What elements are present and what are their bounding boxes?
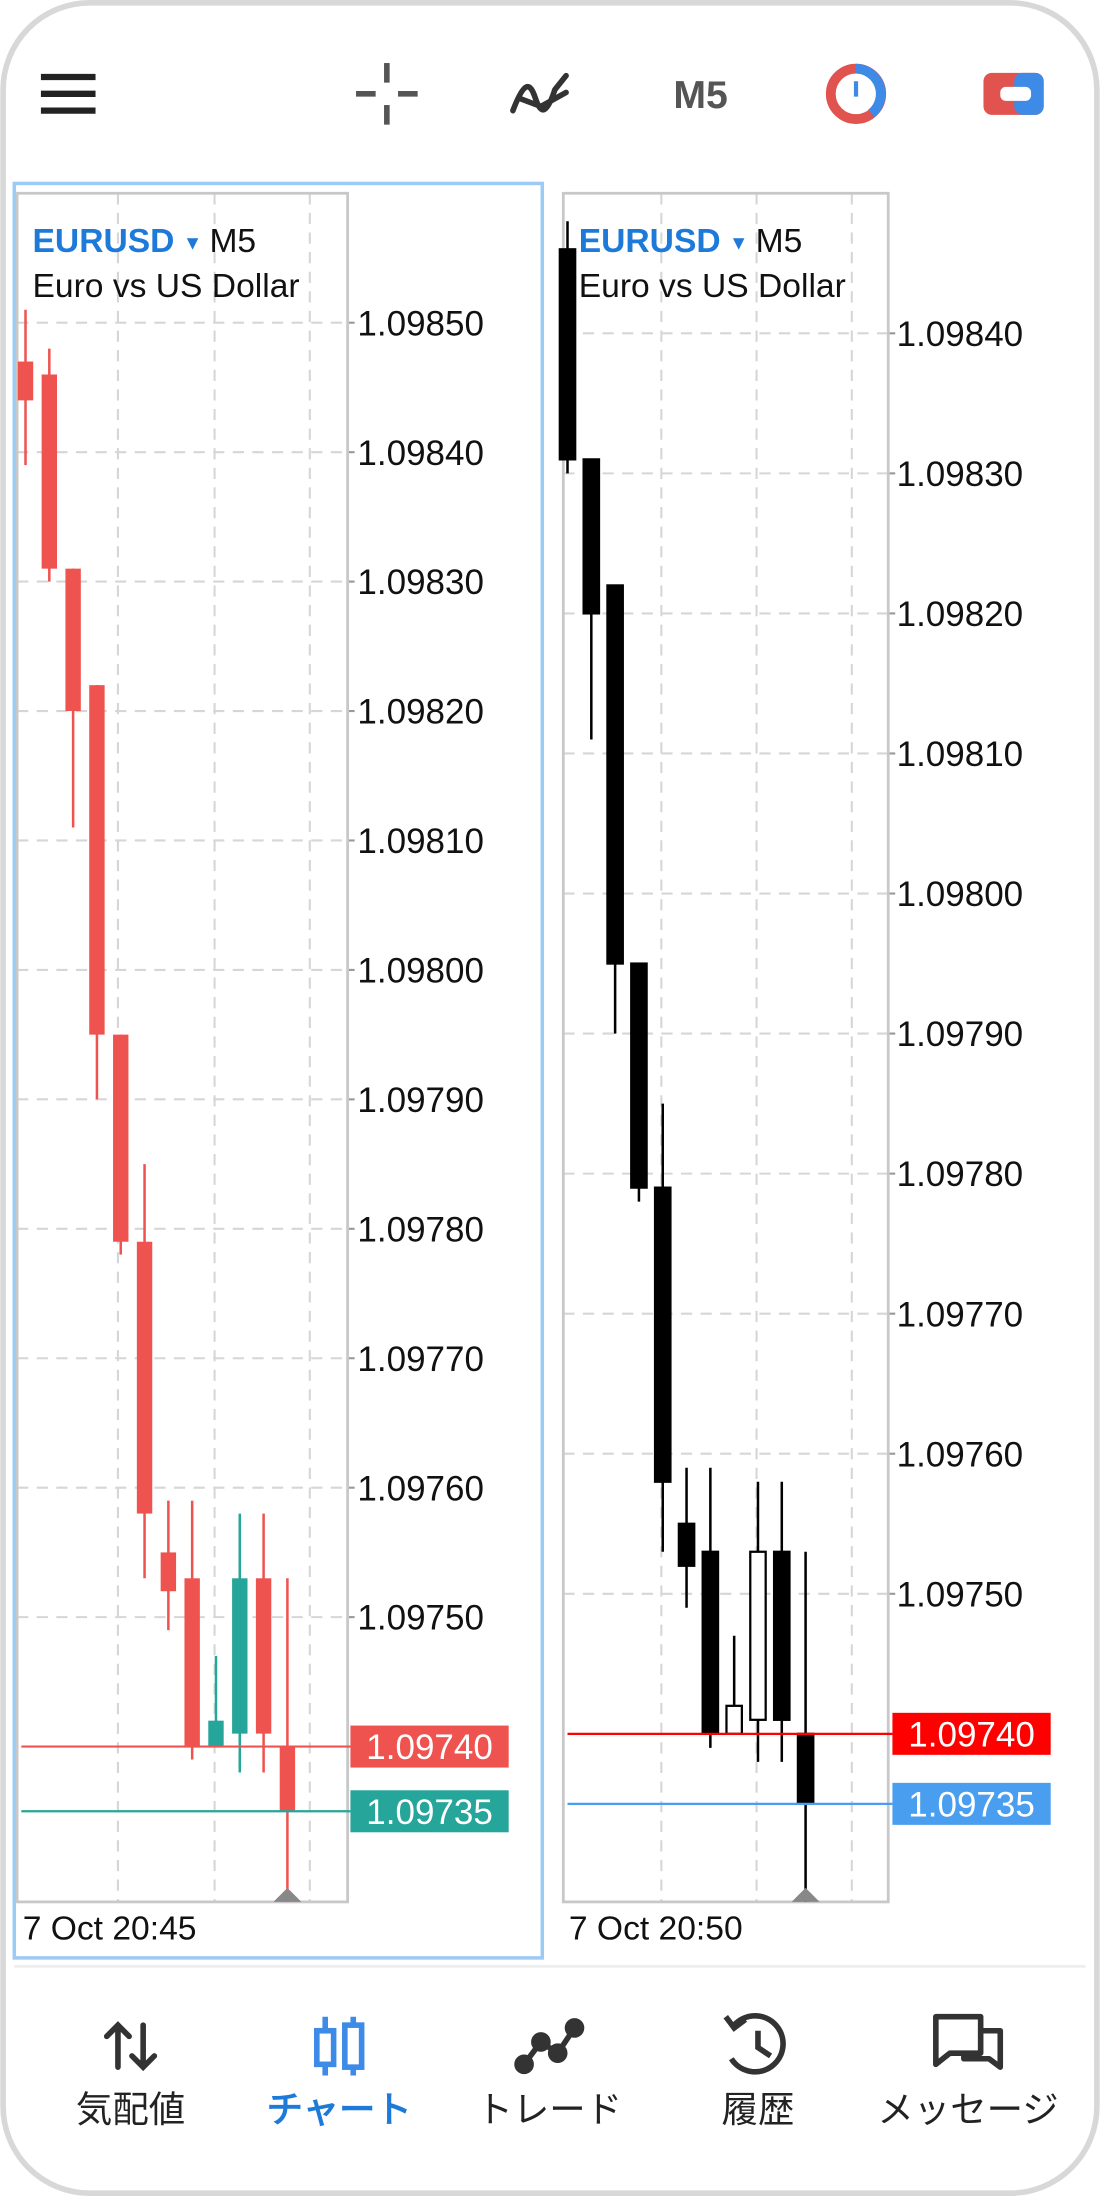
y-tick-label: 1.09840 [897,315,1024,354]
y-tick-label: 1.09820 [897,595,1024,634]
candle-body [653,1186,672,1483]
price-tag [350,1790,509,1833]
candle-body [558,248,577,461]
price-tag-label: 1.09735 [366,1793,493,1832]
timeframe-button[interactable]: M5 [673,74,727,117]
x-axis-label: 7 Oct 20:50 [569,1911,743,1948]
candle-body [255,1578,272,1734]
nav-icon-messages[interactable] [933,2013,1004,2070]
candle-body [136,1241,153,1514]
candle-body [725,1704,743,1735]
y-tick-label: 1.09790 [897,1015,1024,1054]
y-tick-label: 1.09850 [357,304,484,343]
candle-body [232,1578,248,1734]
active-chart-border [12,181,545,1960]
trade-toggle-button[interactable] [983,72,1044,115]
y-tick-label: 1.09800 [897,875,1024,914]
candle-body [677,1522,696,1567]
candle-body [630,962,648,1189]
symbol-dropdown: ▼ [729,232,748,254]
candle-body [701,1550,720,1735]
y-tick-label: 1.09750 [357,1599,484,1638]
nav-label[interactable]: 気配値 [76,2089,185,2130]
candle-body [772,1550,791,1721]
last-bar-marker [273,1887,302,1902]
symbol-label[interactable]: EURUSD [579,223,721,260]
y-tick-label: 1.09770 [897,1295,1024,1334]
candle-body [749,1550,767,1721]
plot-frame [15,191,350,1904]
symbol-label[interactable]: EURUSD [33,223,175,260]
price-tag [892,1712,1051,1755]
indicators-button[interactable] [510,72,569,114]
symbol-dropdown: ▼ [183,232,202,254]
y-tick-label: 1.09760 [897,1435,1024,1474]
x-axis-label: 7 Oct 20:45 [23,1911,197,1948]
y-tick-label: 1.09790 [357,1081,484,1120]
plot-frame [561,191,890,1904]
candle-body [582,458,601,615]
timeframe-label: M5 [209,223,256,260]
candle-body [184,1578,200,1747]
candle-body [606,584,624,965]
last-bar-marker [791,1887,820,1902]
symbol-description: Euro vs US Dollar [579,268,846,305]
price-tag-label: 1.09740 [908,1715,1035,1754]
candle-body [65,568,81,712]
candle-body [41,374,58,569]
crosshair-button[interactable] [356,63,418,125]
nav-icon-quotes[interactable] [103,2021,158,2072]
y-tick-label: 1.09760 [357,1469,484,1508]
price-tag-label: 1.09740 [366,1728,493,1767]
price-tag [350,1725,509,1768]
y-tick-label: 1.09820 [357,693,484,732]
nav-label[interactable]: チャート [267,2089,412,2130]
candle-body [89,685,105,1035]
nav-icon-chart[interactable] [314,2016,365,2076]
y-tick-label: 1.09840 [357,434,484,473]
y-tick-label: 1.09830 [897,455,1024,494]
candle-body [208,1720,224,1747]
nav-icon-history[interactable] [723,2013,786,2075]
candle-body [160,1552,177,1592]
price-tag-label: 1.09735 [908,1785,1035,1824]
symbol-description: Euro vs US Dollar [33,268,300,305]
nav-label[interactable]: メッセージ [877,2089,1058,2130]
y-tick-label: 1.09770 [357,1340,484,1379]
nav-label[interactable]: 履歴 [722,2089,795,2130]
y-tick-label: 1.09830 [357,563,484,602]
y-tick-label: 1.09780 [897,1155,1024,1194]
y-tick-label: 1.09810 [897,735,1024,774]
y-tick-label: 1.09810 [357,822,484,861]
y-tick-label: 1.09800 [357,952,484,991]
menu-button[interactable] [40,73,96,114]
nav-icon-trade[interactable] [514,2018,585,2075]
candle-body [796,1732,815,1805]
candle-body [279,1746,296,1812]
y-tick-label: 1.09780 [357,1210,484,1249]
candle-body [17,361,34,401]
price-tag [892,1782,1051,1825]
timeframe-label: M5 [756,223,803,260]
nav-label[interactable]: トレード [476,2089,622,2130]
clock-button[interactable] [825,63,887,124]
y-tick-label: 1.09750 [897,1575,1024,1614]
candle-body [113,1034,129,1242]
